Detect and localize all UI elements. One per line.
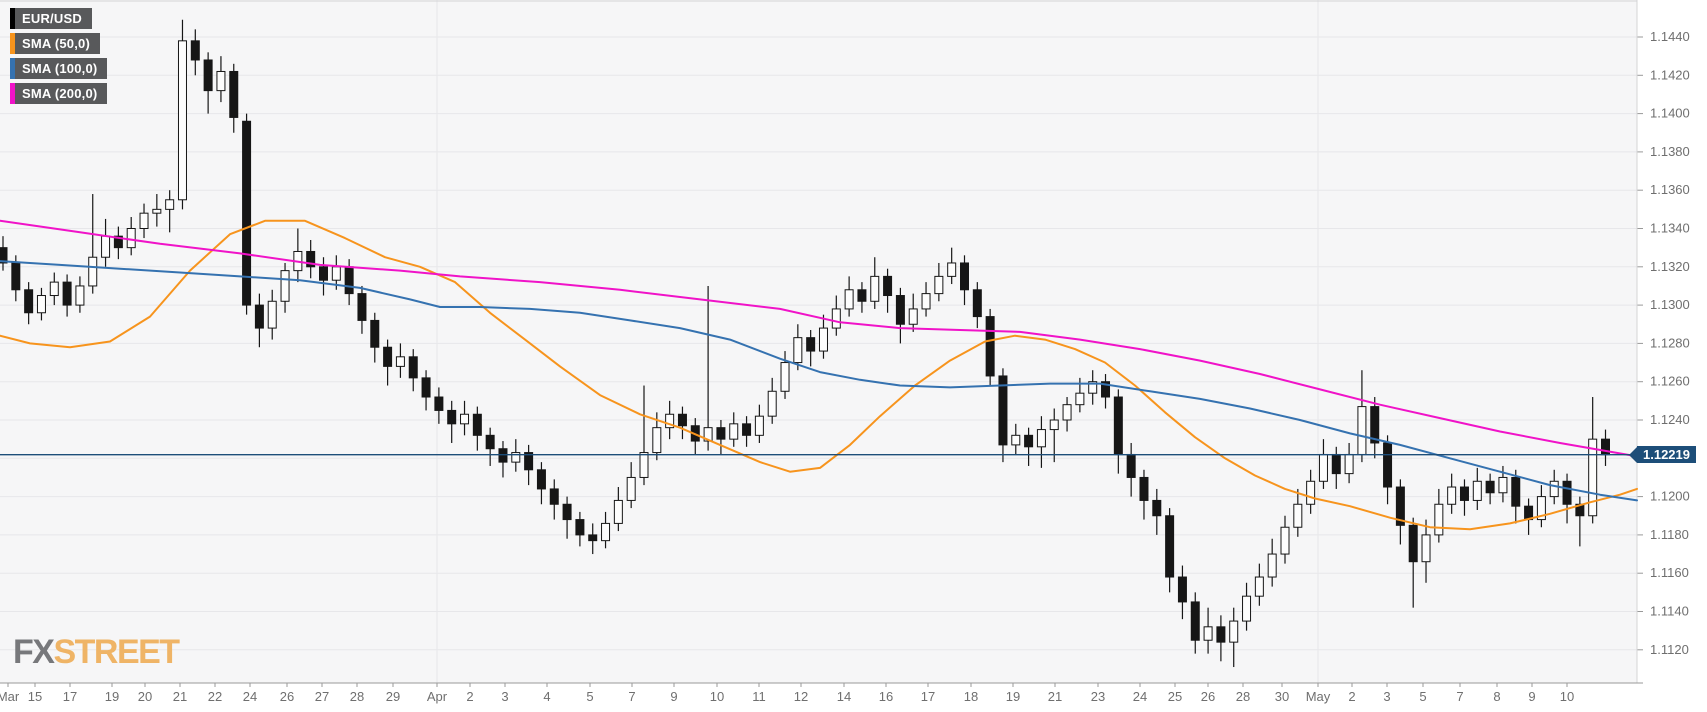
svg-text:26: 26 xyxy=(280,689,294,704)
svg-text:7: 7 xyxy=(628,689,635,704)
date-axis: Mar 15 17 19 20 21 22 24 26 27 28 29 Apr 2 3 4 5 7 9 10 11 12… xyxy=(0,683,1574,704)
legend-item-sma200[interactable]: SMA (200,0) xyxy=(10,83,108,104)
sma-line-1 xyxy=(0,260,1638,502)
svg-text:9: 9 xyxy=(670,689,677,704)
svg-text:7: 7 xyxy=(1456,689,1463,704)
svg-text:10: 10 xyxy=(710,689,724,704)
svg-text:25: 25 xyxy=(1168,689,1182,704)
svg-text:1.1160: 1.1160 xyxy=(1650,565,1689,580)
svg-text:22: 22 xyxy=(208,689,222,704)
fxstreet-watermark: FXSTREET xyxy=(13,633,180,672)
svg-text:1.1440: 1.1440 xyxy=(1650,29,1690,44)
fxstreet-logo-street: STREET xyxy=(53,633,180,671)
price-label-arrow-icon xyxy=(1629,446,1637,463)
svg-text:28: 28 xyxy=(350,689,364,704)
legend-item-sma100[interactable]: SMA (100,0) xyxy=(10,58,108,79)
svg-text:1.1360: 1.1360 xyxy=(1650,182,1690,197)
svg-text:1.1200: 1.1200 xyxy=(1650,489,1690,504)
price-label-value: 1.12219 xyxy=(1637,446,1696,464)
svg-text:1.1140: 1.1140 xyxy=(1650,604,1689,619)
svg-text:8: 8 xyxy=(1493,689,1500,704)
svg-text:24: 24 xyxy=(1133,689,1147,704)
svg-text:2: 2 xyxy=(466,689,473,704)
svg-text:3: 3 xyxy=(1383,689,1390,704)
chart-legend: EUR/USD SMA (50,0) SMA (100,0) SMA (200,… xyxy=(10,8,108,104)
svg-text:1.1340: 1.1340 xyxy=(1650,221,1690,236)
sma100-color-bar xyxy=(10,58,15,79)
sma200-label: SMA (200,0) xyxy=(15,83,108,104)
grid-layer xyxy=(0,0,1637,683)
fxstreet-logo-fx: FX xyxy=(13,633,55,671)
sma-line-0 xyxy=(0,219,1638,531)
svg-text:16: 16 xyxy=(879,689,893,704)
sma200-color-bar xyxy=(10,83,15,104)
svg-text:12: 12 xyxy=(794,689,808,704)
svg-text:15: 15 xyxy=(28,689,42,704)
svg-text:1.1240: 1.1240 xyxy=(1650,412,1690,427)
svg-text:19: 19 xyxy=(105,689,119,704)
svg-text:23: 23 xyxy=(1091,689,1105,704)
svg-text:28: 28 xyxy=(1236,689,1250,704)
sma50-label: SMA (50,0) xyxy=(15,33,100,54)
svg-text:1.1380: 1.1380 xyxy=(1650,144,1690,159)
svg-text:1.1260: 1.1260 xyxy=(1650,374,1690,389)
sma100-label: SMA (100,0) xyxy=(15,58,108,79)
svg-text:14: 14 xyxy=(837,689,851,704)
svg-text:27: 27 xyxy=(315,689,329,704)
legend-item-sma50[interactable]: SMA (50,0) xyxy=(10,33,100,54)
svg-text:1.1420: 1.1420 xyxy=(1650,67,1690,82)
svg-text:1.1400: 1.1400 xyxy=(1650,106,1690,121)
svg-text:9: 9 xyxy=(1528,689,1535,704)
svg-text:29: 29 xyxy=(386,689,400,704)
svg-text:Apr: Apr xyxy=(427,689,448,704)
symbol-color-bar xyxy=(10,8,15,29)
svg-text:2: 2 xyxy=(1348,689,1355,704)
svg-text:5: 5 xyxy=(1419,689,1426,704)
svg-text:17: 17 xyxy=(63,689,77,704)
svg-text:20: 20 xyxy=(138,689,152,704)
svg-text:1.1320: 1.1320 xyxy=(1650,259,1690,274)
svg-text:17: 17 xyxy=(921,689,935,704)
sma50-color-bar xyxy=(10,33,15,54)
current-price-label: 1.12219 xyxy=(1629,446,1696,464)
symbol-badge[interactable]: EUR/USD xyxy=(10,8,92,29)
svg-text:21: 21 xyxy=(173,689,187,704)
plot-background xyxy=(0,0,1637,683)
svg-text:May: May xyxy=(1306,689,1331,704)
svg-text:4: 4 xyxy=(543,689,550,704)
svg-text:1.1180: 1.1180 xyxy=(1650,527,1689,542)
price-axis: 1.1440 1.1420 1.1400 1.1380 1.1360 1.1340 1.13… xyxy=(1637,29,1690,657)
svg-text:3: 3 xyxy=(501,689,508,704)
svg-text:11: 11 xyxy=(752,689,766,704)
symbol-label: EUR/USD xyxy=(15,8,92,29)
svg-text:5: 5 xyxy=(586,689,593,704)
svg-text:24: 24 xyxy=(243,689,257,704)
svg-text:18: 18 xyxy=(964,689,978,704)
svg-text:10: 10 xyxy=(1560,689,1574,704)
svg-text:30: 30 xyxy=(1275,689,1289,704)
svg-text:26: 26 xyxy=(1201,689,1215,704)
svg-text:1.1300: 1.1300 xyxy=(1650,297,1690,312)
svg-text:Mar: Mar xyxy=(0,689,20,704)
sma-line-2 xyxy=(0,219,1638,458)
svg-text:1.1280: 1.1280 xyxy=(1650,335,1690,350)
svg-text:19: 19 xyxy=(1006,689,1020,704)
svg-text:21: 21 xyxy=(1048,689,1062,704)
svg-text:1.1120: 1.1120 xyxy=(1650,642,1689,657)
